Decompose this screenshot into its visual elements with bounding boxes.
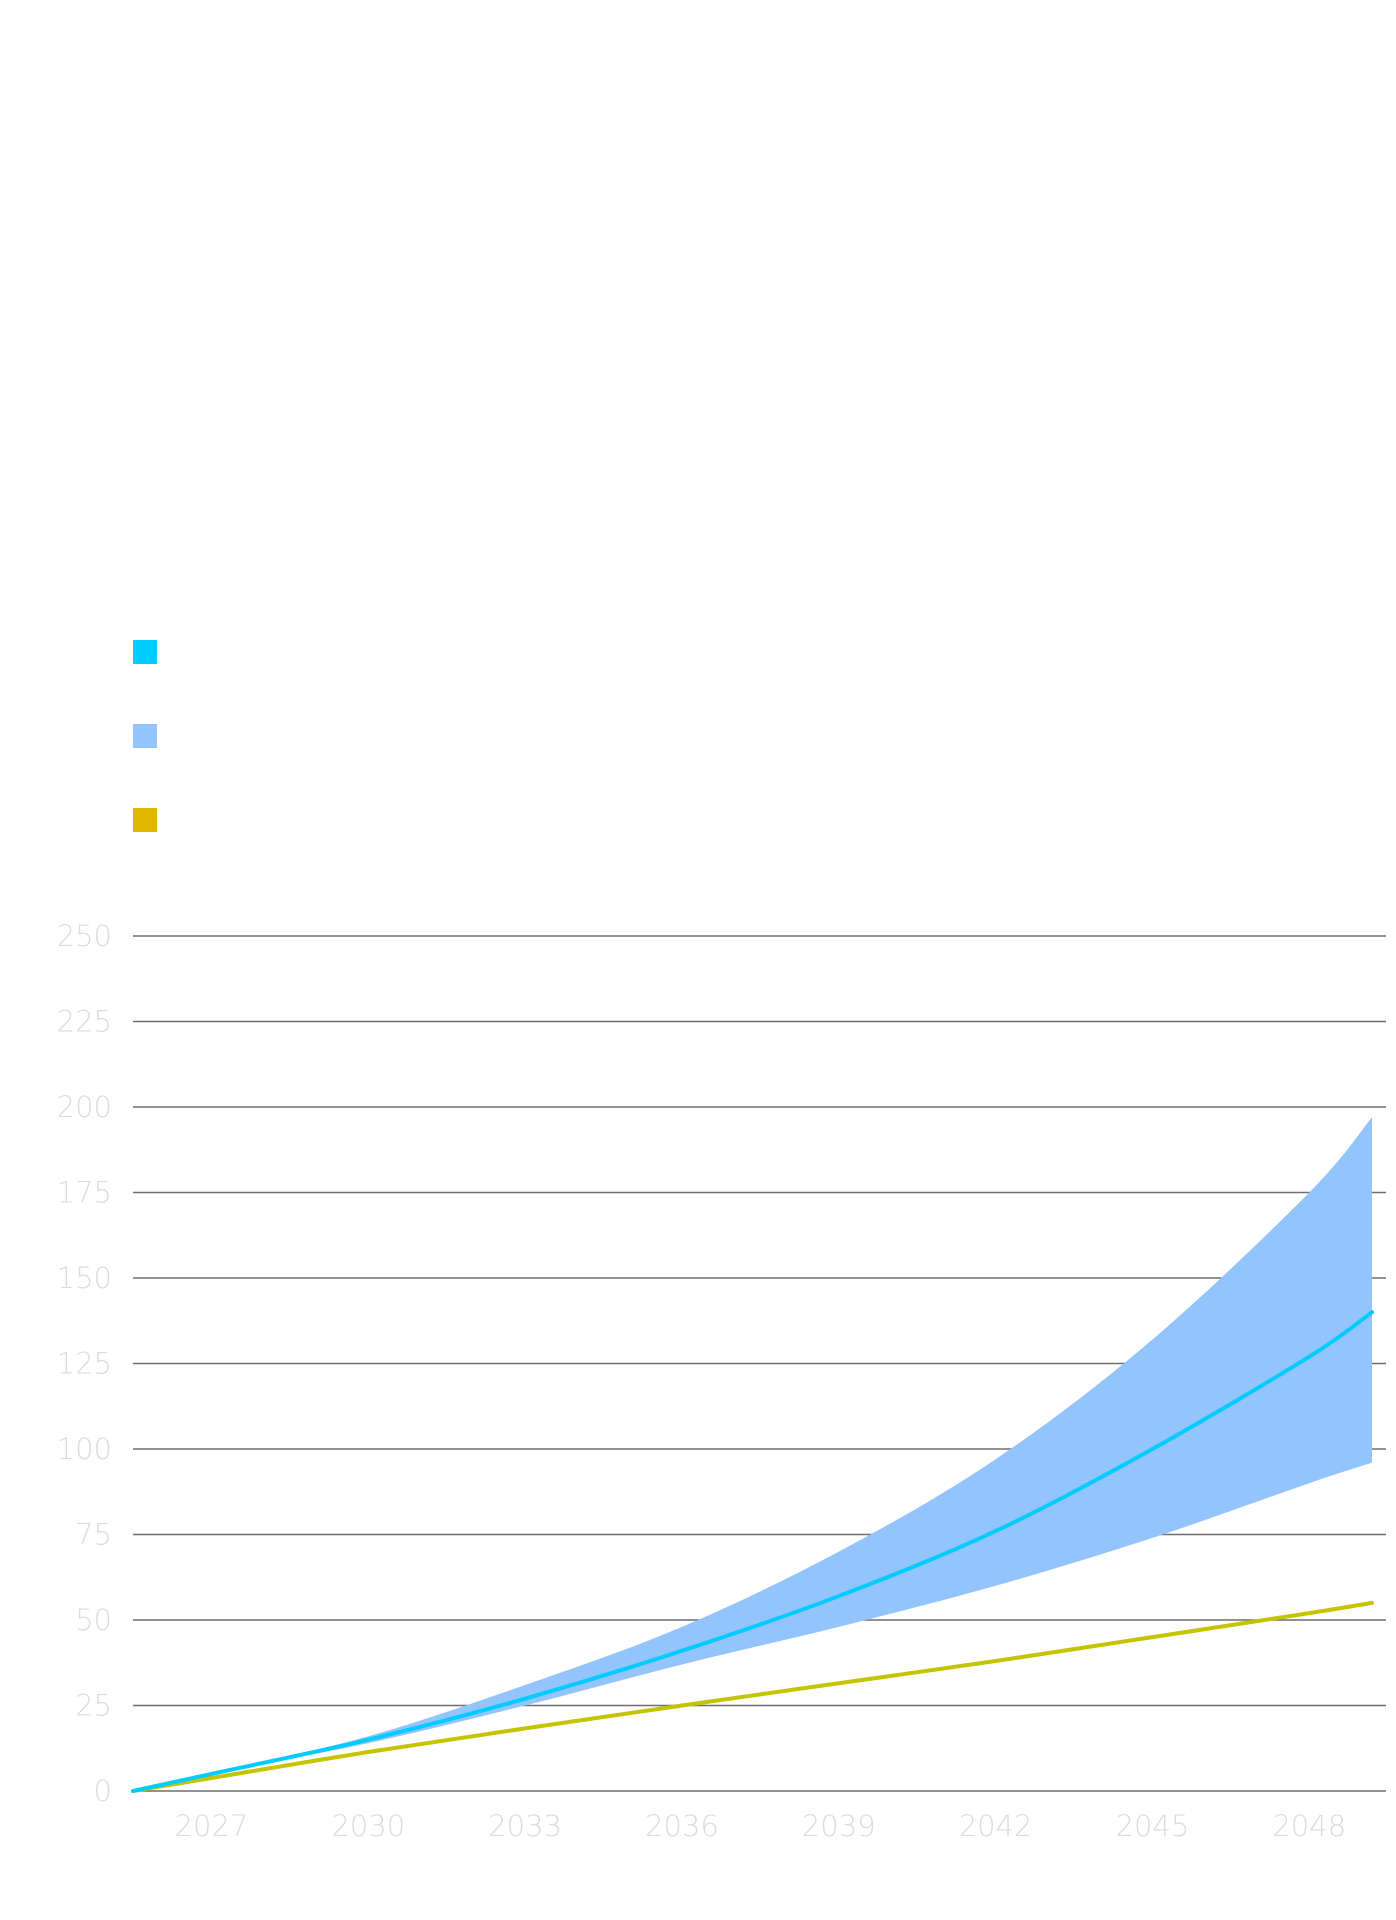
y-tick-label: 75 (75, 1518, 112, 1552)
legend-swatch-central (133, 640, 157, 664)
y-tick-label: 150 (57, 1261, 112, 1295)
x-tick-label: 2039 (802, 1809, 876, 1843)
series-line-linear (131, 1600, 1374, 1793)
y-tick-label: 200 (57, 1090, 112, 1124)
x-tick-label: 2027 (175, 1809, 249, 1843)
y-tick-label: 175 (57, 1176, 112, 1210)
x-tick-label: 2033 (488, 1809, 562, 1843)
y-tick-label: 50 (75, 1603, 112, 1637)
x-tick-label: 2030 (331, 1809, 405, 1843)
x-tick-label: 2042 (959, 1809, 1033, 1843)
legend-swatch-range (133, 724, 157, 748)
series-line-central (131, 1310, 1374, 1793)
y-tick-label: 125 (57, 1347, 112, 1381)
y-tick-label: 225 (57, 1005, 112, 1039)
y-tick-label: 100 (57, 1432, 112, 1466)
y-tick-label: 25 (75, 1689, 112, 1723)
x-tick-label: 2036 (645, 1809, 719, 1843)
y-tick-label: 0 (94, 1774, 112, 1808)
range-band (133, 1117, 1372, 1791)
legend-swatch-linear (133, 808, 157, 832)
y-tick-label: 250 (57, 919, 112, 953)
x-tick-label: 2048 (1272, 1809, 1346, 1843)
x-tick-label: 2045 (1116, 1809, 1190, 1843)
